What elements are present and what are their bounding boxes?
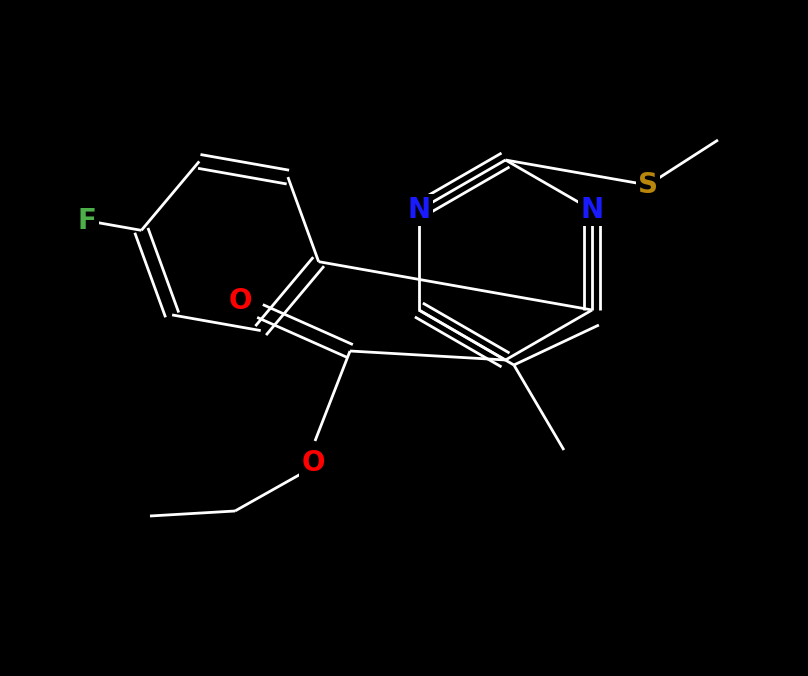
- Text: O: O: [301, 449, 325, 477]
- Text: O: O: [228, 287, 252, 315]
- Text: N: N: [407, 196, 431, 224]
- Text: F: F: [78, 207, 97, 235]
- Text: S: S: [638, 171, 658, 199]
- Text: N: N: [580, 196, 604, 224]
